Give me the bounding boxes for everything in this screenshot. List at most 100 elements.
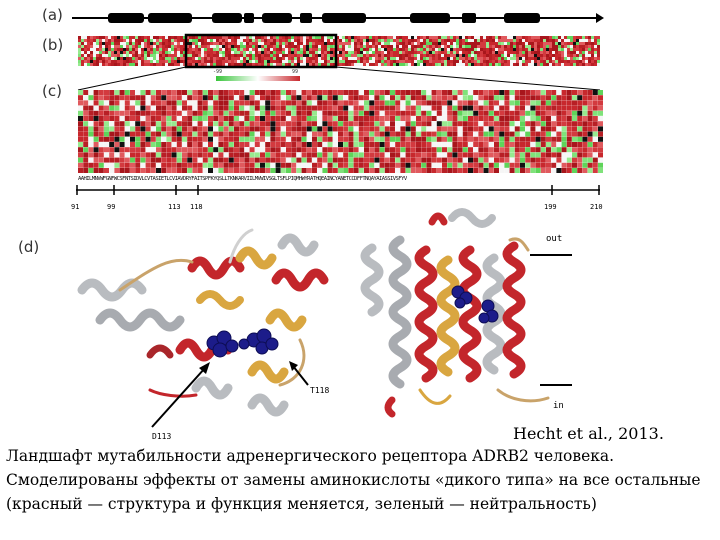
heatmap-cell — [540, 126, 546, 132]
heatmap-cell — [509, 100, 515, 106]
strip-cell — [411, 48, 414, 51]
strip-cell — [105, 36, 108, 39]
strip-cell — [495, 51, 498, 54]
heatmap-cell — [244, 95, 250, 101]
heatmap-cell — [514, 90, 520, 95]
heatmap-cell — [348, 131, 354, 137]
strip-cell — [483, 57, 486, 60]
heatmap-cell — [343, 147, 349, 153]
heatmap-cell — [93, 157, 99, 163]
heatmap-cell — [197, 136, 203, 142]
heatmap-cell — [312, 100, 317, 106]
heatmap-cell — [384, 90, 390, 95]
heatmap-cell — [208, 147, 213, 153]
heatmap-cell — [130, 147, 135, 153]
heatmap-cell — [405, 147, 411, 153]
heatmap-cell — [525, 126, 531, 132]
heatmap-cell — [150, 100, 156, 106]
heatmap-cell — [239, 116, 245, 121]
heatmap-cell — [306, 121, 312, 127]
heatmap-cell — [598, 162, 603, 168]
heatmap-cell — [384, 162, 390, 168]
strip-cell — [132, 36, 135, 39]
heatmap-cell — [166, 147, 172, 153]
strip-cell — [318, 57, 321, 60]
strip-cell — [540, 39, 543, 42]
strip-cell — [321, 45, 324, 48]
heatmap-cell — [156, 121, 161, 127]
strip-cell — [372, 51, 375, 54]
strip-cell — [189, 39, 192, 42]
heatmap-cell — [327, 90, 333, 95]
heatmap-cell — [78, 157, 83, 163]
heatmap-cell — [78, 100, 83, 106]
strip-cell — [372, 45, 375, 48]
heatmap-cell — [358, 142, 364, 147]
strip-cell — [150, 51, 153, 54]
strip-cell — [225, 39, 228, 42]
heatmap-cell — [462, 100, 468, 106]
heatmap-cell — [265, 105, 271, 111]
heatmap-cell — [104, 162, 109, 168]
heatmap-cell — [260, 90, 265, 95]
strip-cell — [531, 48, 534, 51]
heatmap-cell — [260, 136, 265, 142]
heatmap-cell — [306, 162, 312, 168]
heatmap-cell — [223, 162, 229, 168]
strip-cell — [264, 48, 267, 51]
strip-cell — [381, 42, 384, 45]
strip-cell — [93, 60, 96, 63]
heatmap-cell — [457, 95, 463, 101]
strip-cell — [441, 45, 444, 48]
strip-cell — [447, 63, 450, 66]
strip-cell — [405, 60, 408, 63]
heatmap-cell — [135, 168, 141, 173]
strip-cell — [99, 54, 102, 57]
heatmap-cell — [447, 121, 453, 127]
strip-cell — [405, 42, 408, 45]
strip-cell — [540, 48, 543, 51]
heatmap-cell — [228, 152, 234, 158]
strip-cell — [330, 57, 333, 60]
strip-cell — [147, 54, 150, 57]
heatmap-cell — [208, 126, 213, 132]
strip-cell — [78, 63, 81, 66]
strip-cell — [132, 54, 135, 57]
strip-cell — [555, 60, 558, 63]
heatmap-cell — [182, 121, 187, 127]
heatmap-cell — [442, 131, 447, 137]
strip-cell — [390, 39, 393, 42]
strip-cell — [144, 48, 147, 51]
strip-cell — [273, 54, 276, 57]
heatmap-cell — [171, 100, 177, 106]
strip-cell — [591, 45, 594, 48]
strip-cell — [402, 51, 405, 54]
heatmap-cell — [291, 152, 297, 158]
strip-cell — [489, 63, 492, 66]
heatmap-cell — [353, 157, 359, 163]
heatmap-cell — [364, 100, 369, 106]
heatmap-cell — [556, 142, 562, 147]
heatmap-cell — [249, 162, 255, 168]
strip-cell — [444, 60, 447, 63]
heatmap-cell — [577, 116, 583, 121]
heatmap-cell — [504, 121, 510, 127]
strip-cell — [243, 60, 246, 63]
strip-cell — [333, 63, 336, 66]
heatmap-cell — [213, 168, 219, 173]
heatmap-cell — [551, 162, 557, 168]
heatmap-cell — [312, 95, 317, 101]
heatmap-cell — [187, 131, 193, 137]
strip-cell — [537, 51, 540, 54]
strip-cell — [234, 54, 237, 57]
heatmap-cell — [462, 168, 468, 173]
heatmap-cell — [436, 121, 442, 127]
strip-cell — [261, 45, 264, 48]
strip-cell — [402, 54, 405, 57]
strip-cell — [384, 57, 387, 60]
strip-cell — [93, 63, 96, 66]
heatmap-cell — [161, 90, 167, 95]
strip-cell — [102, 54, 105, 57]
heatmap-cell — [291, 116, 297, 121]
heatmap-cell — [265, 95, 271, 101]
